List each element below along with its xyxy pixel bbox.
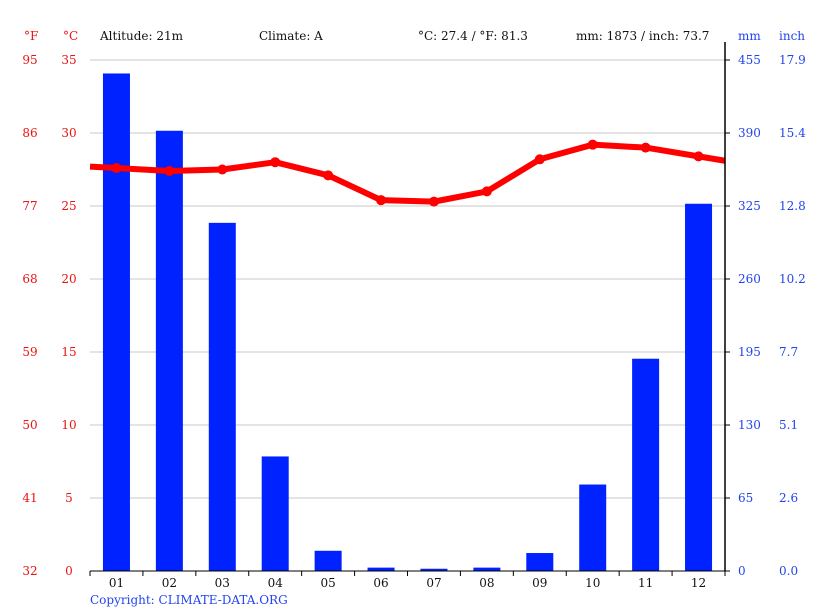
month-label: 10 <box>585 576 600 590</box>
temperature-point <box>534 154 545 165</box>
right-axis-labels: 455 17.9 390 15.4 325 12.8 260 10.2 195 7.7 130 5.1… <box>738 53 806 578</box>
temperature-point <box>587 139 598 150</box>
fahrenheit-tick-label: 86 <box>22 126 37 140</box>
celsius-tick-label: 5 <box>65 491 73 505</box>
month-label: 09 <box>532 576 547 590</box>
mm-tick-label: 65 <box>738 491 753 505</box>
inch-tick-label: 7.7 <box>779 345 798 359</box>
copyright-link[interactable]: Copyright: CLIMATE-DATA.ORG <box>90 593 288 607</box>
mm-unit-label: mm <box>738 29 761 43</box>
temperature-point <box>376 195 387 206</box>
temperature-point <box>164 165 175 176</box>
month-label: 01 <box>109 576 124 590</box>
precipitation-bar <box>155 130 183 571</box>
temperature-point <box>693 151 704 162</box>
gridlines <box>90 59 725 499</box>
temperature-polyline <box>89 141 726 205</box>
climate-label: Climate: A <box>259 29 323 43</box>
fahrenheit-tick-label: 32 <box>22 564 37 578</box>
month-label: 03 <box>215 576 230 590</box>
mm-tick-label: 0 <box>738 564 746 578</box>
temperature-point <box>323 170 334 181</box>
mm-tick-label: 195 <box>738 345 761 359</box>
fahrenheit-tick-label: 41 <box>22 491 37 505</box>
month-label: 12 <box>691 576 706 590</box>
fahrenheit-tick-label: 68 <box>22 272 37 286</box>
temperature-point <box>640 142 651 153</box>
x-axis-labels: 01 02 03 04 05 06 07 08 09 10 11 12 <box>109 576 706 590</box>
fahrenheit-tick-label: 95 <box>22 53 37 67</box>
temperature-point <box>428 196 439 207</box>
inch-tick-label: 15.4 <box>779 126 806 140</box>
month-label: 02 <box>162 576 177 590</box>
celsius-tick-label: 35 <box>61 53 76 67</box>
fahrenheit-tick-label: 77 <box>22 199 37 213</box>
celsius-tick-label: 0 <box>65 564 73 578</box>
precipitation-bar <box>420 568 448 571</box>
fahrenheit-unit-label: °F <box>24 29 38 43</box>
month-label: 04 <box>268 576 284 590</box>
temperature-point <box>111 163 122 174</box>
mm-tick-label: 325 <box>738 199 761 213</box>
precipitation-bar <box>208 222 236 571</box>
celsius-tick-label: 30 <box>61 126 76 140</box>
celsius-tick-label: 10 <box>61 418 76 432</box>
temperature-point <box>217 164 228 175</box>
mm-tick-label: 130 <box>738 418 761 432</box>
fahrenheit-tick-label: 59 <box>22 345 37 359</box>
fahrenheit-tick-label: 50 <box>22 418 37 432</box>
precipitation-bar <box>685 203 713 571</box>
temperature-point <box>270 157 281 168</box>
celsius-tick-label: 15 <box>61 345 76 359</box>
inch-tick-label: 0.0 <box>779 564 798 578</box>
precipitation-bar <box>473 567 501 571</box>
temperature-line <box>89 139 726 207</box>
month-label: 05 <box>320 576 335 590</box>
mm-tick-label: 455 <box>738 53 761 67</box>
precipitation-bar <box>314 550 342 571</box>
month-label: 11 <box>638 576 653 590</box>
inch-tick-label: 12.8 <box>779 199 806 213</box>
precipitation-summary: mm: 1873 / inch: 73.7 <box>576 29 709 43</box>
axes <box>89 42 730 576</box>
inch-unit-label: inch <box>779 29 805 43</box>
inch-tick-label: 17.9 <box>779 53 806 67</box>
inch-tick-label: 5.1 <box>779 418 798 432</box>
month-label: 07 <box>426 576 441 590</box>
precipitation-bar <box>367 567 395 571</box>
precipitation-bar <box>526 553 554 571</box>
month-label: 08 <box>479 576 494 590</box>
inch-tick-label: 2.6 <box>779 491 798 505</box>
celsius-unit-label: °C <box>63 29 78 43</box>
precipitation-bar <box>632 358 660 571</box>
precipitation-bar <box>579 484 607 571</box>
mm-tick-label: 390 <box>738 126 761 140</box>
celsius-tick-label: 25 <box>61 199 76 213</box>
altitude-label: Altitude: 21m <box>99 29 184 43</box>
temperature-summary: °C: 27.4 / °F: 81.3 <box>418 29 528 43</box>
mm-tick-label: 260 <box>738 272 761 286</box>
celsius-tick-label: 20 <box>61 272 76 286</box>
precipitation-bar <box>261 456 289 571</box>
left-axis-labels: 95 35 86 30 77 25 68 20 59 15 50 10 41 5 32 0 <box>22 53 76 578</box>
precipitation-bars <box>102 73 713 571</box>
inch-tick-label: 10.2 <box>779 272 806 286</box>
month-label: 06 <box>373 576 388 590</box>
precipitation-bar <box>102 73 130 571</box>
temperature-point <box>481 186 492 197</box>
